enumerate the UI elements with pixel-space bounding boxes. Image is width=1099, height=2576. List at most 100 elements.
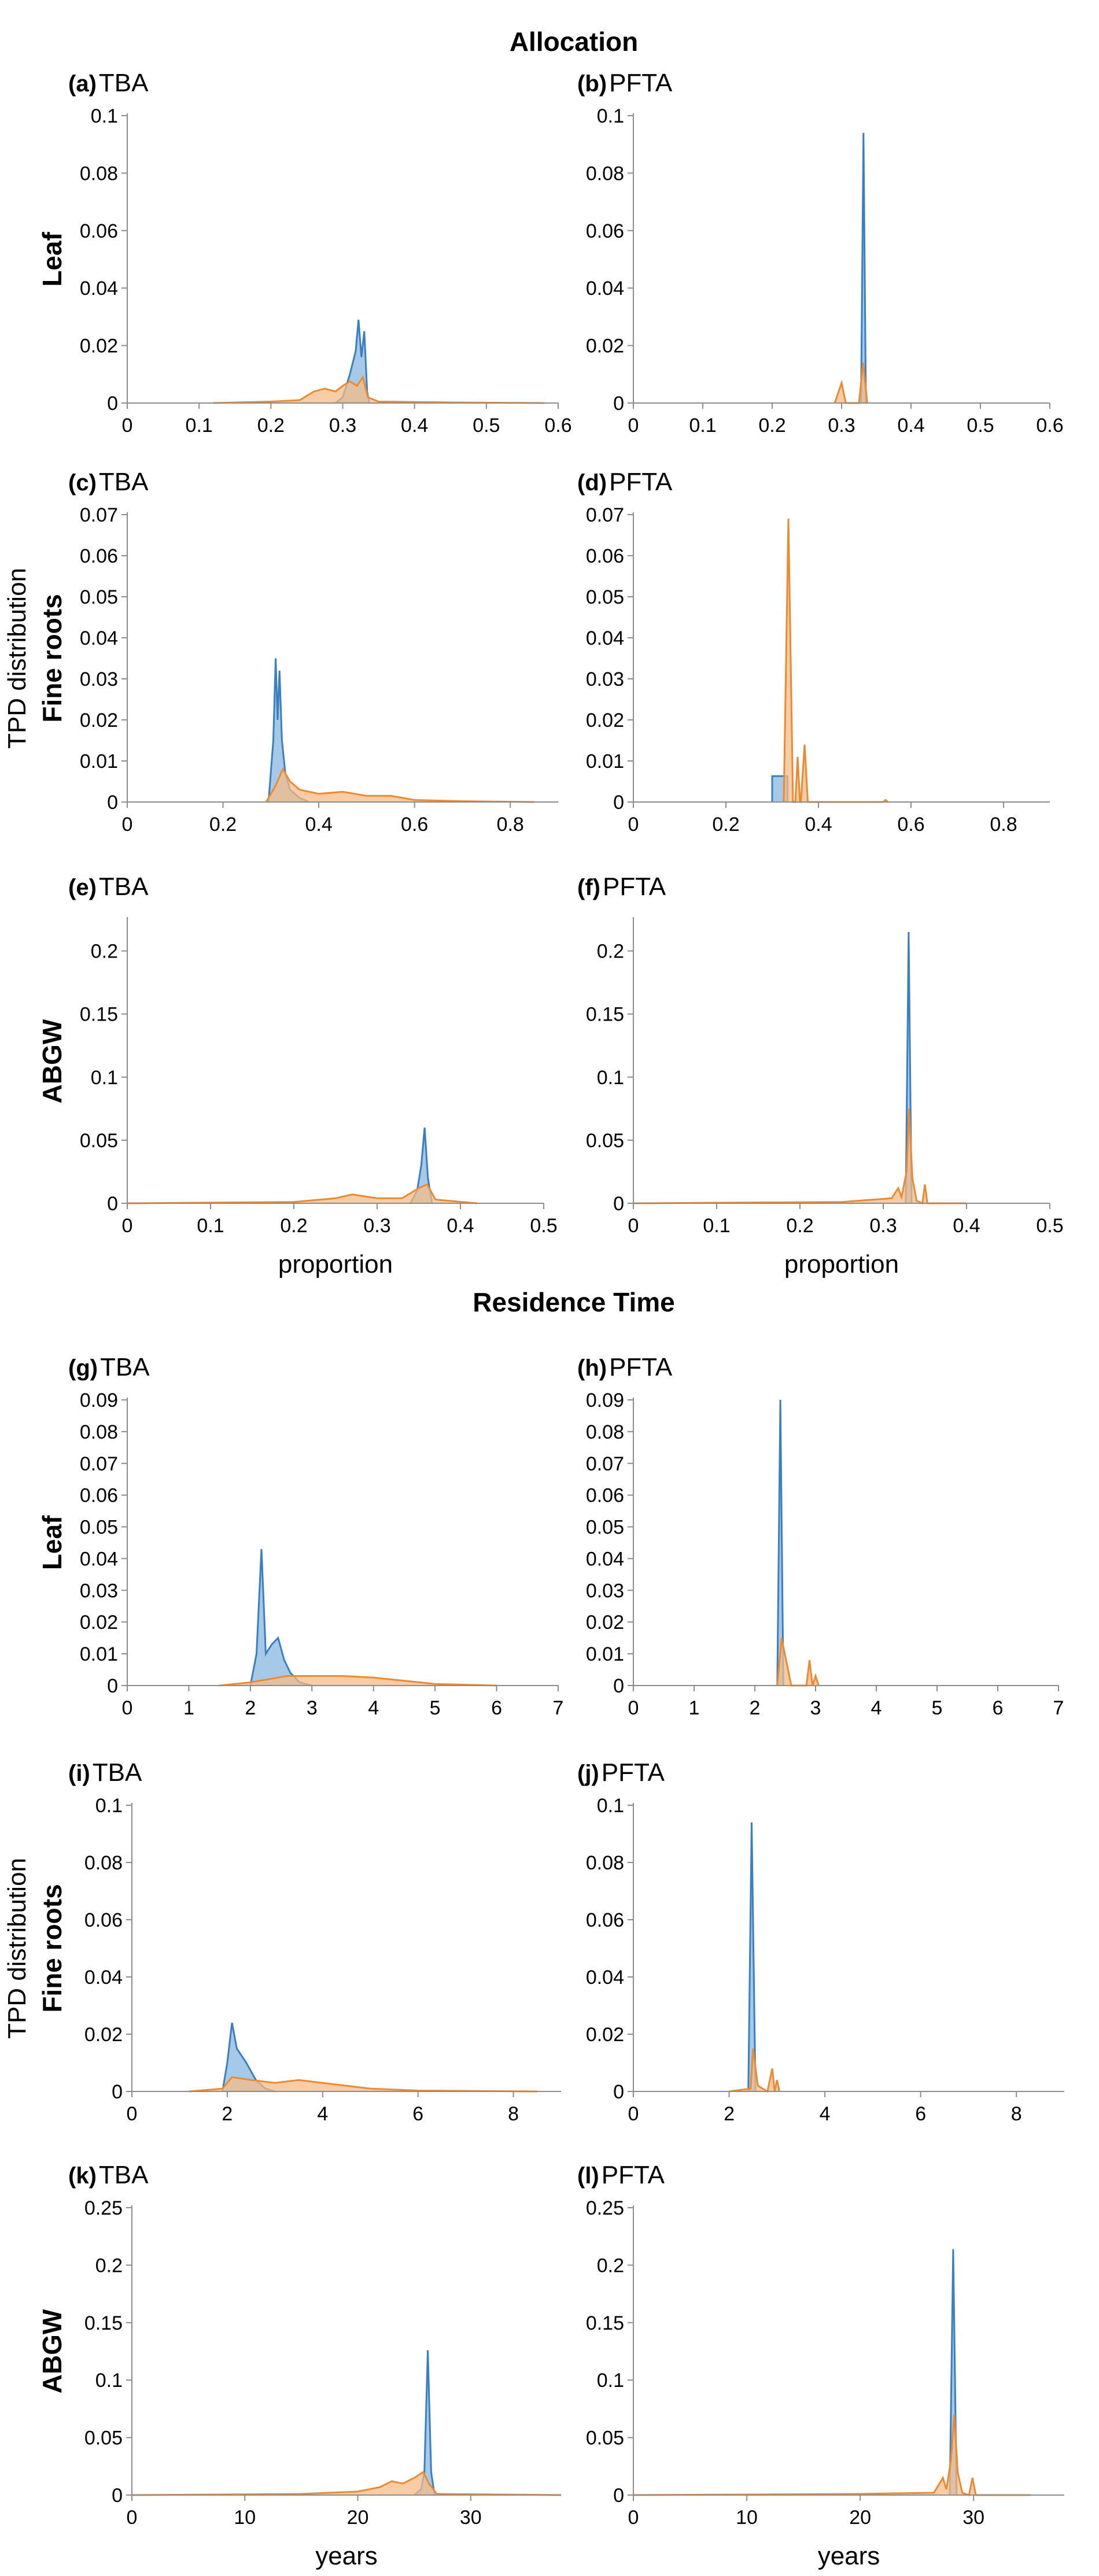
panel-f: (f)PFTA 0 0.05 0.1 0.15 0.2 0 0.1 0.2 0.3 0.4 0.5 pr… bbox=[577, 873, 1064, 1278]
panel-letter: (i) bbox=[68, 1761, 90, 1786]
series-line-orange bbox=[213, 375, 544, 404]
y-tick-label: 0.02 bbox=[586, 335, 624, 357]
y-tick-label: 0.15 bbox=[84, 2312, 123, 2334]
panel-method: TBA bbox=[93, 1758, 142, 1787]
x-tick-label: 0.6 bbox=[544, 415, 571, 437]
x-tick-label: 6 bbox=[412, 2103, 423, 2125]
x-tick-label: 30 bbox=[460, 2507, 482, 2529]
x-tick-label: 10 bbox=[234, 2507, 256, 2529]
x-tick-label: 0.6 bbox=[897, 814, 924, 836]
x-tick-label: 4 bbox=[871, 1697, 882, 1719]
panel-letter: (g) bbox=[68, 1355, 98, 1381]
y-tick-label: 0.06 bbox=[80, 1485, 118, 1507]
panel-header: (g)TBA bbox=[68, 1353, 150, 1381]
panel-header: (d)PFTA bbox=[577, 468, 673, 496]
y-tick-label: 0.01 bbox=[586, 1643, 624, 1665]
x-tick-label: 0 bbox=[122, 1215, 133, 1237]
x-tick-label: 3 bbox=[810, 1697, 821, 1719]
y-tick-label: 0.2 bbox=[91, 941, 118, 963]
panel-g: (g)TBA 0 0.01 0.02 0.03 0.04 0.05 0.06 0.07 0.08 0… bbox=[68, 1353, 563, 1719]
y-tick-label: 0.04 bbox=[586, 627, 624, 649]
x-tick-label: 4 bbox=[368, 1697, 379, 1719]
panel-b: (b)PFTA 0 0.02 0.04 0.06 0.08 0.1 0 0.1 0.2 0.3 0.4… bbox=[577, 69, 1064, 437]
x-tick-label: 0 bbox=[628, 814, 639, 836]
x-tick-label: 0 bbox=[628, 1215, 639, 1237]
panel-header: (f)PFTA bbox=[577, 873, 666, 901]
panel-letter: (j) bbox=[577, 1761, 599, 1786]
series-area-orange bbox=[189, 2077, 537, 2091]
panel-j: (j)PFTA 0 0.02 0.04 0.06 0.08 0.1 0 2 4 6 8 bbox=[577, 1758, 1064, 2125]
y-tick-label: 0.04 bbox=[80, 1548, 118, 1570]
x-tick-label: 0.2 bbox=[758, 415, 785, 437]
x-tick-label: 0.2 bbox=[280, 1215, 307, 1237]
panel-method: PFTA bbox=[602, 2161, 665, 2189]
y-tick-label: 0.08 bbox=[586, 1852, 624, 1874]
y-tick-label: 0.25 bbox=[84, 2197, 123, 2219]
panel-letter: (l) bbox=[577, 2163, 599, 2189]
x-tick-label: 0.5 bbox=[967, 415, 994, 437]
row-label: Fine roots bbox=[37, 1884, 67, 2012]
y-tick-label: 0.1 bbox=[597, 105, 624, 127]
x-tick-label: 0.1 bbox=[186, 415, 213, 437]
x-tick-label: 30 bbox=[962, 2507, 984, 2529]
x-tick-label: 0.5 bbox=[473, 415, 500, 437]
x-axis-label: years bbox=[315, 2542, 378, 2570]
series-area-orange bbox=[219, 1676, 497, 1686]
panel-method: PFTA bbox=[609, 69, 673, 97]
y-tick-label: 0.08 bbox=[84, 1852, 123, 1874]
x-tick-label: 6 bbox=[915, 2103, 926, 2125]
panels: (a) TBA 0 0.02 0.04 0.06 0.08 0.1 0 0.1 0.2 0.3 0.4 0… bbox=[3, 69, 1064, 2570]
x-tick-label: 6 bbox=[491, 1697, 502, 1719]
row-label: ABGW bbox=[37, 2309, 67, 2393]
panel-header: (b)PFTA bbox=[577, 69, 673, 97]
panel-letter: (a) bbox=[68, 71, 97, 97]
series-line-blue bbox=[860, 132, 867, 404]
y-tick-label: 0.03 bbox=[80, 668, 118, 690]
panel-letter: (k) bbox=[68, 2163, 97, 2189]
y-tick-label: 0 bbox=[107, 393, 118, 415]
x-tick-label: 5 bbox=[430, 1697, 441, 1719]
x-tick-label: 2 bbox=[222, 2103, 233, 2125]
x-tick-label: 0.6 bbox=[401, 814, 428, 836]
y-tick-label: 0.08 bbox=[80, 162, 118, 184]
y-tick-label: 0.09 bbox=[80, 1389, 118, 1411]
x-tick-label: 0.4 bbox=[897, 415, 924, 437]
panel-h: (h)PFTA 0 0.01 0.02 0.03 0.04 0.05 0.06 0.07 0.08… bbox=[577, 1353, 1064, 1719]
y-tick-label: 0.05 bbox=[586, 1517, 624, 1539]
y-tick-label: 0.1 bbox=[91, 1067, 118, 1089]
panel-header: (l)PFTA bbox=[577, 2161, 665, 2189]
y-tick-label: 0.1 bbox=[91, 105, 118, 127]
y-tick-label: 0.04 bbox=[84, 1967, 123, 1989]
y-tick-label: 0.04 bbox=[586, 278, 624, 300]
x-tick-label: 0 bbox=[122, 415, 133, 437]
x-tick-label: 7 bbox=[553, 1697, 564, 1719]
panel-method: TBA bbox=[100, 1353, 150, 1381]
y-tick-label: 0.08 bbox=[586, 1421, 624, 1443]
x-tick-label: 0.3 bbox=[828, 415, 855, 437]
series-area-blue bbox=[222, 2023, 275, 2091]
y-tick-label: 0.02 bbox=[80, 335, 118, 357]
series-line-orange bbox=[633, 2414, 1031, 2496]
x-tick-label: 7 bbox=[1053, 1697, 1064, 1719]
y-tick-label: 0 bbox=[613, 792, 624, 814]
y-tick-label: 0.02 bbox=[80, 709, 118, 731]
y-tick-label: 0.01 bbox=[586, 751, 624, 773]
series-area-orange bbox=[633, 1108, 967, 1203]
series-area-orange bbox=[213, 377, 544, 403]
x-tick-label: 0.4 bbox=[953, 1215, 980, 1237]
x-tick-label: 0.4 bbox=[305, 814, 332, 836]
series-line-orange bbox=[633, 1108, 967, 1205]
series-line-orange bbox=[776, 1638, 820, 1687]
panel-method: TBA bbox=[99, 468, 149, 496]
x-tick-label: 0.4 bbox=[447, 1215, 474, 1237]
y-tick-label: 0.04 bbox=[586, 1967, 624, 1989]
panel-header: (i)TBA bbox=[68, 1758, 142, 1787]
series-line-orange bbox=[131, 2471, 562, 2496]
x-tick-label: 2 bbox=[724, 2103, 735, 2125]
x-tick-label: 20 bbox=[849, 2507, 871, 2529]
panel-method: PFTA bbox=[602, 1758, 665, 1787]
y-tick-label: 0.07 bbox=[586, 504, 624, 526]
y-tick-label: 0.04 bbox=[80, 278, 118, 300]
panel-letter: (b) bbox=[577, 71, 607, 97]
